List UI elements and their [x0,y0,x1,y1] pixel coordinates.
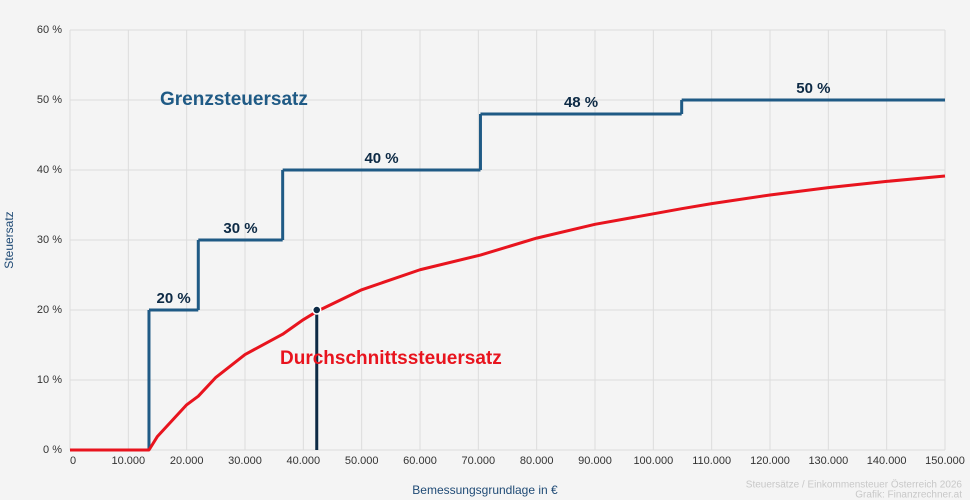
data-label: 50 % [796,80,830,97]
x-tick-label: 80.000 [520,455,554,467]
data-label: 48 % [564,94,598,111]
x-tick-label: 150.000 [925,455,965,467]
x-tick-label: 10.000 [112,455,146,467]
credit: Steuersätze / Einkommensteuer Österreich… [746,479,963,491]
x-tick-label: 60.000 [403,455,437,467]
data-label: 30 % [223,220,257,237]
x-tick-label: 110.000 [692,455,731,467]
y-tick-label: 50 % [37,94,62,106]
y-tick-label: 30 % [37,234,62,246]
x-axis-label: Bemessungsgrundlage in € [412,483,558,497]
x-tick-label: 40.000 [287,455,321,467]
x-tick-label: 50.000 [345,455,379,467]
data-label: 20 % [157,290,191,307]
series-label: Durchschnittssteuersatz [280,348,502,369]
marker-dot [312,305,322,315]
series-label: Grenzsteuersatz [160,89,308,110]
y-axis-label: Steuersatz [2,211,16,268]
x-tick-label: 30.000 [228,455,262,467]
x-tick-label: 0 [70,455,76,467]
y-tick-label: 10 % [37,374,62,386]
data-label: 40 % [364,150,398,167]
x-tick-label: 140.000 [867,455,907,467]
average-curve [70,174,946,452]
x-tick-label: 70.000 [462,455,496,467]
x-tick-label: 20.000 [170,455,204,467]
y-tick-label: 60 % [37,24,62,36]
x-tick-label: 130.000 [808,455,848,467]
x-tick-label: 90.000 [578,455,612,467]
credit: Grafik: Finanzrechner.at [855,490,962,500]
y-tick-label: 40 % [37,164,62,176]
x-tick-label: 100.000 [633,455,673,467]
x-tick-label: 120.000 [750,455,790,467]
y-tick-label: 20 % [37,304,62,316]
y-tick-label: 0 % [43,444,62,456]
